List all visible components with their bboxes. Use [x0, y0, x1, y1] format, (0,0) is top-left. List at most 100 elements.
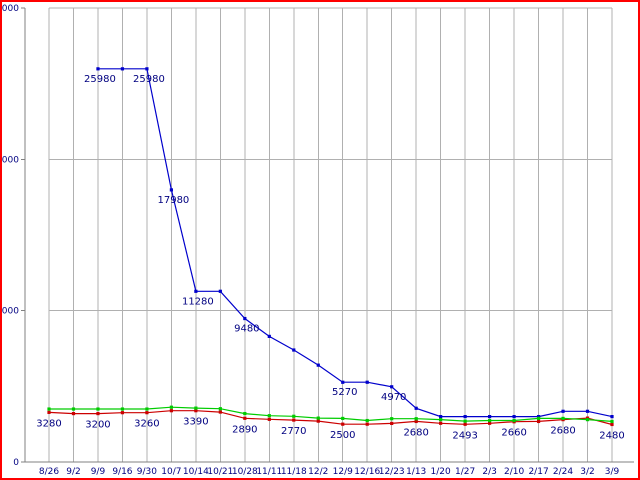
data-point-red	[414, 419, 418, 424]
data-point-red	[292, 418, 296, 422]
data-point-green	[96, 407, 100, 411]
data-point-blue	[316, 363, 320, 367]
series-line-red	[48, 410, 613, 426]
x-tick-label: 8/26	[39, 467, 59, 477]
data-point-red	[316, 419, 320, 423]
y-tick-label: 30000	[0, 4, 19, 14]
data-point-red	[439, 421, 443, 425]
x-tick-label: 1/27	[455, 467, 475, 477]
data-point-red	[96, 411, 100, 416]
x-tick-label: 2/24	[553, 467, 573, 477]
data-point-red	[390, 421, 394, 426]
x-tick-label: 2/17	[528, 467, 548, 477]
data-point-blue	[610, 415, 614, 419]
data-point-blue	[488, 415, 492, 419]
data-point-red	[71, 411, 76, 416]
data-label-red: 3200	[85, 420, 110, 431]
data-label-blue: 17980	[157, 195, 189, 206]
data-label-blue: 25980	[133, 74, 165, 85]
data-point-red	[365, 422, 369, 426]
x-tick-label: 9/9	[91, 467, 106, 477]
y-tick-label: 10000	[0, 307, 19, 317]
data-label-red: 3390	[183, 417, 208, 428]
data-point-red	[120, 411, 125, 415]
data-point-blue	[463, 415, 467, 419]
data-label-red: 2680	[550, 426, 575, 437]
data-point-blue	[512, 415, 516, 419]
x-tick-label: 12/16	[354, 467, 380, 477]
data-point-green	[585, 418, 590, 422]
series-line-blue	[98, 68, 613, 418]
data-point-red	[463, 422, 467, 426]
x-tick-label: 10/14	[183, 467, 209, 477]
data-point-green	[316, 416, 320, 420]
data-label-blue: 4970	[381, 392, 406, 403]
data-point-blue	[585, 409, 590, 413]
data-label-red: 2890	[232, 424, 257, 435]
data-label-blue: 25980	[84, 74, 116, 85]
data-point-red	[218, 410, 222, 414]
data-point-blue	[341, 380, 345, 384]
gridlines	[48, 7, 613, 463]
data-point-labels: 25980 25980 17980 11280 9480 5270 4970 3280 3200…	[36, 74, 624, 442]
data-point-blue	[536, 415, 541, 419]
x-tick-label: 12/23	[379, 467, 405, 477]
data-point-blue	[218, 289, 222, 293]
data-label-red: 3260	[134, 419, 159, 430]
data-point-red	[194, 409, 198, 413]
data-point-blue	[145, 67, 149, 71]
y-tick-label: 20000	[0, 155, 19, 165]
data-point-red	[243, 416, 247, 420]
x-tick-label: 3/9	[605, 467, 620, 477]
data-point-green	[47, 407, 51, 411]
x-tick-label: 9/16	[112, 467, 132, 477]
data-point-green	[267, 414, 271, 418]
data-label-red: 2660	[501, 428, 526, 439]
data-point-blue	[194, 289, 198, 293]
x-tick-label: 12/9	[333, 467, 353, 477]
x-tick-label: 11/18	[281, 467, 307, 477]
x-tick-label: 2/10	[504, 467, 524, 477]
data-point-blue	[414, 406, 418, 410]
series-line-green	[49, 406, 613, 422]
data-label-blue: 5270	[332, 387, 357, 398]
data-label-red: 2770	[281, 426, 306, 437]
y-axis-tick-labels: 0 10000 20000 30000	[0, 4, 19, 468]
x-tick-label: 9/30	[137, 467, 157, 477]
data-point-green	[488, 418, 492, 423]
data-point-blue	[169, 188, 173, 192]
data-point-red	[267, 417, 271, 421]
data-label-blue: 9480	[234, 324, 259, 335]
x-tick-label: 9/2	[66, 467, 80, 477]
x-tick-label: 10/21	[207, 467, 233, 477]
data-point-green	[463, 419, 467, 423]
data-point-blue	[267, 334, 271, 338]
data-point-blue	[390, 385, 394, 389]
data-point-red	[169, 409, 173, 413]
x-tick-label: 10/28	[232, 467, 258, 477]
data-label-red: 2493	[452, 430, 477, 441]
data-point-green	[365, 418, 369, 423]
data-point-green	[512, 418, 516, 423]
data-point-red	[610, 422, 614, 427]
y-tick-label: 0	[13, 458, 19, 468]
data-point-green	[218, 407, 222, 411]
x-tick-label: 3/2	[580, 467, 594, 477]
x-tick-label: 1/20	[431, 467, 451, 477]
data-point-green	[390, 417, 394, 421]
data-point-green	[292, 414, 296, 418]
data-point-green	[145, 407, 149, 411]
data-point-red	[47, 410, 51, 414]
data-label-red: 3280	[36, 418, 61, 429]
data-point-blue	[243, 316, 247, 321]
data-point-green	[536, 416, 541, 421]
data-point-green	[243, 411, 247, 416]
data-point-green	[561, 416, 565, 421]
data-point-red	[488, 421, 492, 425]
data-point-red	[145, 411, 149, 415]
data-point-green	[120, 407, 125, 411]
data-point-red	[341, 422, 345, 426]
